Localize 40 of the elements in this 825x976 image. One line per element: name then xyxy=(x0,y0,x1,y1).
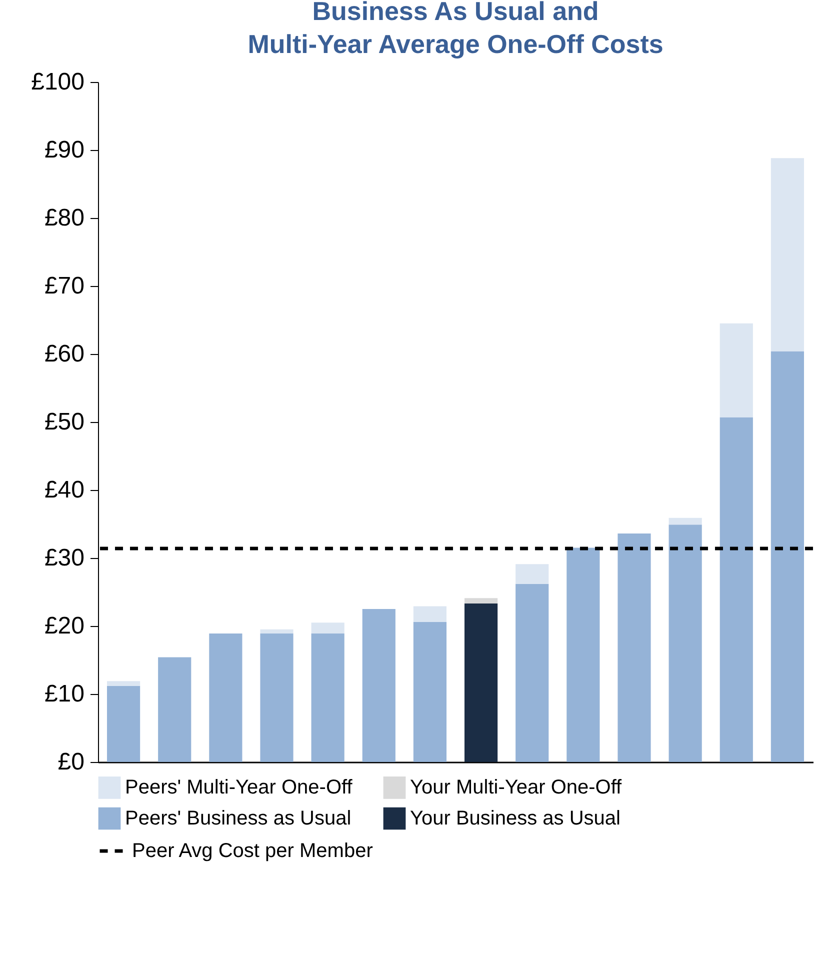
bar xyxy=(464,604,498,762)
bar xyxy=(260,633,294,762)
bar xyxy=(668,524,702,762)
bar xyxy=(158,657,192,762)
legend-label: Peers' Business as Usual xyxy=(125,808,352,830)
legend-label: Peer Avg Cost per Member xyxy=(132,840,374,862)
bar xyxy=(413,606,447,622)
bar xyxy=(311,633,344,762)
bar xyxy=(618,534,651,762)
y-tick-label: £80 xyxy=(44,204,84,232)
bar xyxy=(770,158,804,352)
y-tick-label: £90 xyxy=(44,136,84,164)
y-tick-label: £70 xyxy=(44,272,84,300)
y-tick-label: £10 xyxy=(44,680,84,708)
bar xyxy=(260,629,294,634)
bar xyxy=(464,598,498,604)
legend-label: Your Business as Usual xyxy=(410,808,620,830)
legend-label: Peers' Multi-Year One-Off xyxy=(125,776,353,799)
chart-title: Business As Usual and Multi-Year Average One-Off Costs xyxy=(248,0,664,59)
y-tick-label: £0 xyxy=(58,748,84,776)
bar xyxy=(720,417,753,762)
bar xyxy=(516,564,549,584)
bar xyxy=(106,686,140,762)
legend-label: Your Multi-Year One-Off xyxy=(410,776,622,799)
y-tick-label: £60 xyxy=(44,340,84,368)
bar xyxy=(362,609,396,762)
bar xyxy=(668,518,702,525)
bar xyxy=(106,681,140,686)
bar xyxy=(209,633,242,762)
y-tick-label: £100 xyxy=(31,68,84,96)
bar xyxy=(311,622,344,634)
y-tick-label: £40 xyxy=(44,476,84,504)
bar xyxy=(566,548,600,762)
y-tick-label: £50 xyxy=(44,408,84,436)
y-tick-label: £30 xyxy=(44,544,84,572)
bar xyxy=(516,584,549,762)
bar xyxy=(413,622,447,762)
bar xyxy=(720,323,753,418)
bar xyxy=(770,351,804,762)
y-tick-label: £20 xyxy=(44,612,84,640)
